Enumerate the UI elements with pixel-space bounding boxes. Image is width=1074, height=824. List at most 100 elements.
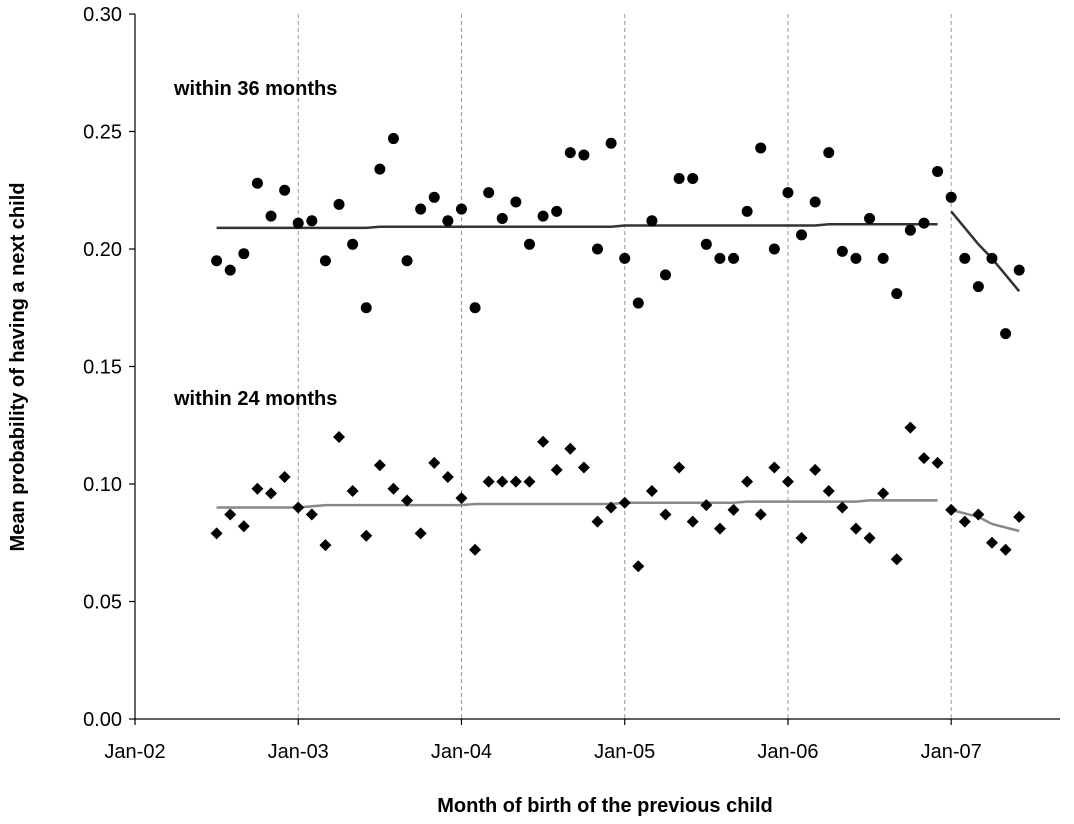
data-point-diamond — [469, 543, 482, 556]
data-point-circle — [510, 196, 522, 208]
data-point-diamond — [700, 499, 713, 512]
data-point-circle — [632, 297, 644, 309]
data-point-diamond — [564, 442, 577, 455]
data-point-diamond — [904, 421, 917, 434]
data-point-circle — [728, 252, 740, 264]
data-point-diamond — [931, 456, 944, 469]
data-point-circle — [646, 215, 658, 227]
data-point-circle — [741, 205, 753, 217]
data-point-diamond — [673, 461, 686, 474]
ticks: Jan-02 Jan-03 Jan-04 Jan-05 Jan-06 Jan-07 0.00… — [83, 4, 982, 763]
y-tick-label: 0.00 — [83, 709, 122, 731]
data-point-circle — [483, 187, 495, 199]
x-tick-label: Jan-07 — [921, 741, 982, 763]
data-point-diamond — [781, 475, 794, 488]
data-point-circle — [891, 288, 903, 300]
data-point-diamond — [713, 522, 726, 535]
data-point-diamond — [741, 475, 754, 488]
data-point-circle — [864, 212, 876, 224]
axes — [134, 14, 1060, 720]
data-point-circle — [755, 142, 767, 154]
data-point-diamond — [985, 536, 998, 549]
data-point-diamond — [278, 470, 291, 483]
data-point-circle — [537, 210, 549, 222]
data-point-diamond — [686, 515, 699, 528]
data-point-diamond — [645, 485, 658, 498]
data-point-circle — [945, 191, 957, 203]
data-point-circle — [782, 187, 794, 199]
data-point-diamond — [360, 529, 373, 542]
data-point-diamond — [333, 431, 346, 443]
data-point-diamond — [1013, 510, 1026, 523]
data-point-diamond — [482, 475, 495, 488]
data-point-diamond — [972, 508, 985, 521]
data-point-diamond — [292, 501, 305, 514]
data-point-circle — [972, 281, 984, 293]
data-point-circle — [238, 248, 250, 260]
data-point-diamond — [605, 501, 618, 514]
data-point-diamond — [373, 459, 386, 472]
data-point-circle — [823, 147, 835, 159]
data-point-circle — [714, 252, 726, 264]
data-point-circle — [496, 212, 508, 224]
data-point-diamond — [849, 522, 862, 535]
data-point-diamond — [877, 487, 890, 500]
fit-lines — [216, 210, 1021, 533]
data-point-circle — [415, 203, 427, 215]
data-point-circle — [306, 215, 318, 227]
data-point-diamond — [727, 503, 740, 516]
data-point-diamond — [958, 515, 971, 528]
data-point-diamond — [251, 482, 264, 495]
data-point-diamond — [210, 527, 223, 540]
data-point-circle — [918, 217, 930, 229]
data-point-circle — [877, 252, 889, 264]
data-point-circle — [292, 217, 304, 229]
data-point-circle — [401, 255, 413, 267]
data-point-circle — [986, 252, 998, 264]
data-point-diamond — [822, 485, 835, 498]
data-point-diamond — [401, 494, 414, 507]
data-point-circle — [551, 205, 563, 217]
data-point-diamond — [346, 485, 359, 498]
y-tick-label: 0.10 — [83, 474, 122, 496]
data-point-circle — [619, 252, 631, 264]
y-axis-title: Mean probability of having a next child — [7, 183, 29, 552]
data-point-circle — [1000, 328, 1012, 340]
data-point-circle — [850, 252, 862, 264]
data-point-diamond — [632, 560, 645, 573]
grid-lines — [297, 14, 952, 719]
x-tick-label: Jan-02 — [104, 741, 165, 763]
data-point-circle — [319, 255, 331, 267]
data-point-diamond — [754, 508, 767, 521]
fit-line-series-1-segment-0 — [216, 499, 938, 509]
data-point-circle — [796, 229, 808, 241]
data-point-diamond — [863, 532, 876, 545]
fit-line-series-0-segment-1 — [950, 210, 1021, 293]
data-point-diamond — [305, 508, 318, 521]
data-point-diamond — [550, 463, 563, 476]
data-point-circle — [251, 177, 263, 189]
x-axis-title: Month of birth of the previous child — [437, 795, 773, 817]
data-point-circle — [673, 173, 685, 184]
data-point-circle — [374, 163, 386, 175]
data-point-circle — [455, 203, 467, 215]
data-point-circle — [442, 215, 454, 227]
fit-line-series-0-segment-0 — [216, 223, 938, 230]
data-point-diamond — [618, 496, 631, 509]
data-point-circle — [836, 245, 848, 257]
data-point-circle — [360, 302, 372, 314]
data-point-diamond — [659, 508, 672, 521]
data-point-diamond — [414, 527, 427, 540]
y-tick-label: 0.20 — [83, 239, 122, 261]
x-tick-label: Jan-06 — [757, 741, 818, 763]
data-point-circle — [469, 302, 481, 314]
data-point-circle — [959, 252, 971, 264]
data-point-diamond — [509, 475, 522, 488]
data-points — [210, 133, 1026, 573]
data-point-diamond — [917, 452, 930, 465]
fit-line-series-1-segment-1 — [950, 508, 1020, 533]
y-tick-label: 0.05 — [83, 592, 122, 614]
data-point-circle — [523, 238, 535, 250]
y-tick-label: 0.15 — [83, 357, 122, 379]
